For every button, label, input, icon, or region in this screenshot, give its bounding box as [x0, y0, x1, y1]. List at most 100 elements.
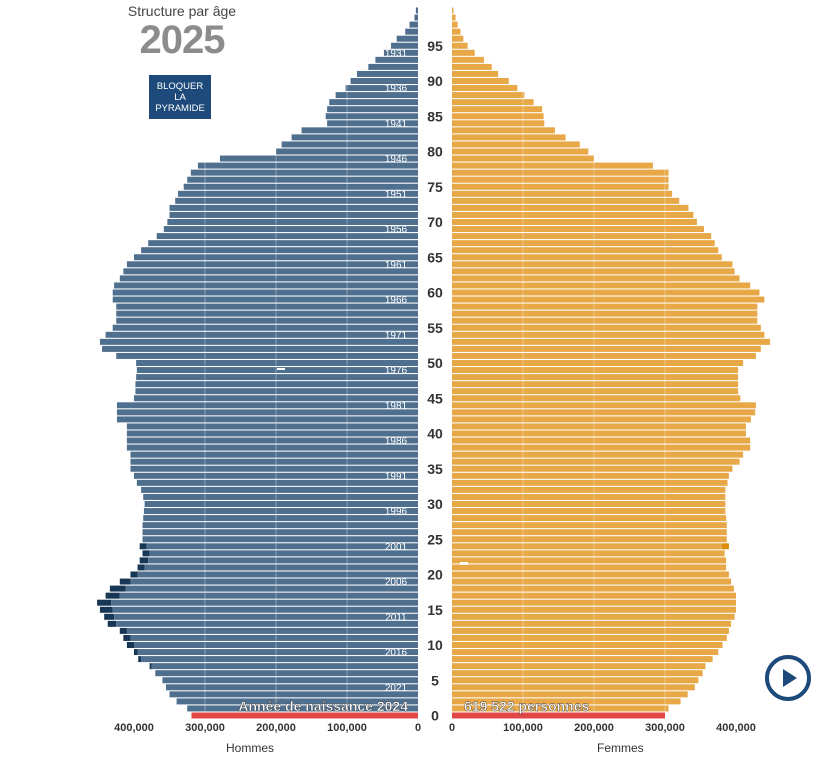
play-button[interactable] [765, 655, 811, 701]
men-bar [134, 472, 418, 479]
women-bar [452, 599, 736, 606]
age-tick-label: 30 [427, 496, 443, 512]
men-bar [135, 388, 419, 395]
women-bar [452, 543, 722, 550]
men-bar [135, 381, 419, 388]
women-bar [452, 148, 589, 155]
women-axis-label: Femmes [597, 741, 644, 755]
x-tick-label-women: 100,000 [503, 722, 543, 734]
men-bar [149, 550, 418, 557]
women-bar [452, 240, 715, 247]
women-bar [452, 127, 555, 134]
age-tick-label: 5 [431, 672, 439, 688]
birth-year-label: 2006 [385, 577, 408, 588]
men-bar [134, 254, 418, 261]
men-bar [409, 21, 418, 28]
birth-year-label: 1966 [385, 295, 408, 306]
birth-year-label: 1956 [385, 225, 408, 236]
women-bar [452, 275, 740, 282]
birth-year-label: 1996 [385, 507, 408, 518]
birth-year-label: 2016 [385, 648, 408, 659]
women-bar [452, 14, 456, 21]
men-bar [197, 162, 418, 169]
men-bar [112, 324, 418, 331]
women-bar [452, 409, 756, 416]
men-bar [187, 176, 418, 183]
women-bar [452, 367, 739, 374]
men-bar [112, 296, 418, 303]
men-bar [391, 42, 418, 49]
men-bar [148, 557, 418, 564]
gridlines [204, 8, 666, 714]
men-bar [130, 634, 418, 641]
men-bar [116, 303, 418, 310]
men-bar [142, 522, 418, 529]
play-icon [783, 669, 797, 687]
women-bar [452, 423, 746, 430]
birth-year-label: 1961 [385, 260, 408, 271]
women-bar [452, 331, 765, 338]
men-bar [114, 282, 419, 289]
birth-year-label: 1981 [385, 401, 408, 412]
men-bar [414, 14, 418, 21]
women-bar [452, 296, 765, 303]
chart-subtitle: Structure par âge [127, 3, 237, 19]
men-bar [130, 458, 418, 465]
marker [277, 368, 285, 370]
age-tick-label: 25 [427, 531, 443, 547]
men-bar [137, 649, 419, 656]
men-bar [175, 197, 418, 204]
age-tick-label: 0 [431, 708, 439, 724]
women-bar [452, 254, 722, 261]
men-bar [123, 268, 418, 275]
birth-year-label: 1991 [385, 471, 408, 482]
women-bar [452, 627, 729, 634]
men-bar [119, 592, 419, 599]
x-tick-label-men: 100,000 [327, 722, 367, 734]
men-bar [169, 691, 418, 698]
women-bar [452, 578, 732, 585]
men-bar [126, 437, 419, 444]
men-bar [130, 578, 418, 585]
age-tick-label: 90 [427, 73, 443, 89]
men-bar [368, 63, 418, 70]
men-bar [126, 627, 419, 634]
women-bar [452, 120, 545, 127]
men-bar [405, 28, 418, 35]
x-tick-label-women: 200,000 [574, 722, 614, 734]
women-bar [452, 402, 756, 409]
women-bar [452, 56, 484, 63]
women-bar [452, 268, 735, 275]
men-excess-bar [134, 649, 138, 656]
women-bar [452, 190, 673, 197]
men-bar [143, 515, 419, 522]
men-bar [144, 501, 418, 507]
women-bar [452, 360, 744, 366]
men-bar [116, 416, 419, 423]
women-bar [452, 649, 719, 656]
women-bar [452, 92, 525, 99]
birth-year-label: 1931 [385, 48, 408, 59]
women-bar [452, 338, 771, 345]
men-bar [329, 99, 418, 106]
highlight-women-bar [452, 712, 665, 719]
women-bar [452, 42, 468, 49]
men-bar [148, 240, 418, 247]
age-tick-label: 75 [427, 179, 443, 195]
men-excess-bar [105, 592, 120, 599]
women-bar [452, 529, 727, 536]
women-bar [452, 324, 761, 331]
men-bar [111, 599, 418, 606]
women-bar [452, 444, 751, 451]
women-bar [452, 197, 680, 204]
women-bar [452, 677, 699, 684]
men-bar [114, 613, 419, 620]
lock-pyramid-button[interactable]: BLOQUER LA PYRAMIDE [149, 75, 211, 119]
men-bar [327, 106, 418, 113]
women-bar [452, 416, 751, 423]
men-excess-bar [138, 656, 142, 663]
highlight-men-bar [191, 712, 418, 719]
men-bar [281, 141, 418, 148]
birth-year-label: 1941 [385, 119, 408, 130]
men-excess-bar [126, 642, 134, 648]
